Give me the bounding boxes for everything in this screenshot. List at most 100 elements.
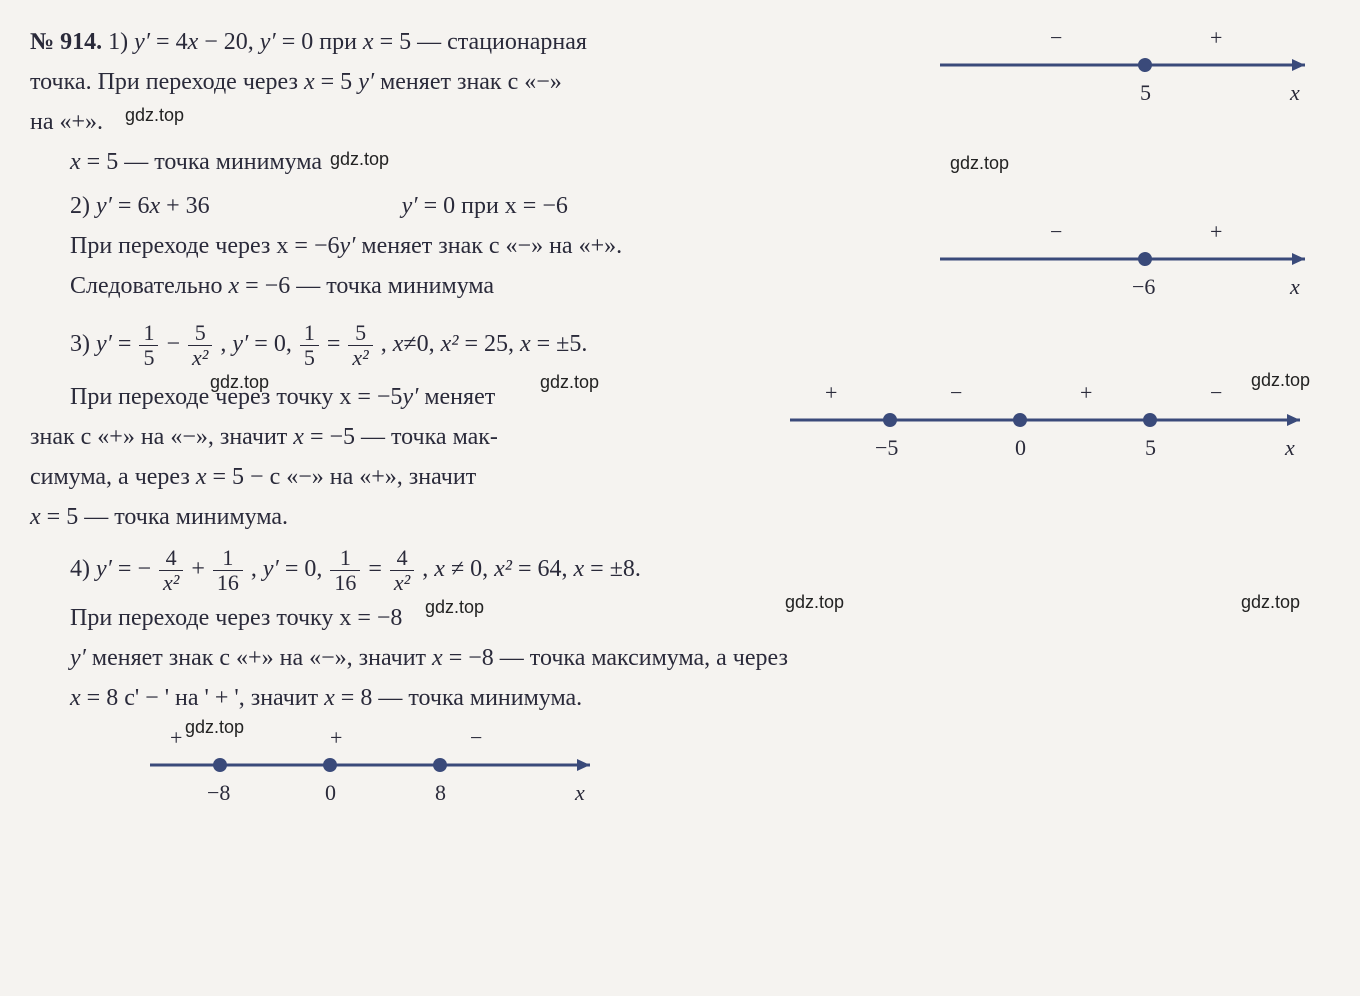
watermark: gdz.top [425, 588, 484, 628]
sym-yprime: y′ [70, 645, 86, 671]
sym-yprime: y′ [96, 193, 112, 219]
fraction: 15 [139, 321, 158, 370]
frac-num: 1 [330, 546, 360, 571]
fraction: 116 [213, 546, 243, 595]
frac-den: x² [348, 346, 372, 370]
frac-num: 1 [213, 546, 243, 571]
p3-text: 3) [70, 331, 96, 357]
point-label: 0 [325, 780, 336, 805]
fraction: 4x² [390, 546, 414, 595]
point-dot [1013, 413, 1027, 427]
sym-yprime: y′ [232, 331, 248, 357]
p1-text: меняет знак с «−» [374, 69, 562, 95]
sym-yprime: y′ [260, 29, 276, 55]
frac-den: x² [159, 571, 183, 595]
x-label: x [1289, 80, 1300, 105]
p3-text: = 5 — точка минимума. [41, 504, 288, 530]
sym-yprime: y′ [96, 556, 112, 582]
point-label: 5 [1145, 435, 1156, 460]
p3-text: = 0, [248, 331, 298, 357]
fraction: 5x² [348, 321, 372, 370]
sym-yprime: y′ [339, 233, 355, 259]
p1-text: на «+». [30, 109, 103, 135]
frac-den: x² [390, 571, 414, 595]
p2-text: меняет знак с «−» на «+». [355, 233, 622, 259]
sign-minus: − [1050, 219, 1062, 244]
p4-text: При переходе через точку x = −8 [70, 605, 402, 631]
part-1-row: № 914. 1) y′ = 4x − 20, y′ = 0 при x = 5… [30, 20, 1330, 184]
sym-x: x [149, 193, 160, 219]
sym-yprime: y′ [263, 556, 279, 582]
p1-text: = 0 при [276, 29, 363, 55]
arrow-head [1287, 414, 1300, 426]
frac-num: 1 [300, 321, 319, 346]
frac-num: 1 [139, 321, 158, 346]
p1-text: − 20, [198, 29, 260, 55]
number-line-3: + − + − −5 0 5 x [770, 375, 1330, 475]
watermark: gdz.top [125, 102, 184, 129]
sign: − [1210, 380, 1222, 405]
p1-text: точка. При переходе через [30, 69, 304, 95]
frac-den: 5 [139, 346, 158, 370]
p1-text: 1) [108, 29, 134, 55]
p1-text: = 5 — точка минимума [81, 149, 322, 175]
number-line-1: − + 5 x [910, 20, 1330, 120]
fraction: 15 [300, 321, 319, 370]
frac-num: 5 [348, 321, 372, 346]
arrow-head [577, 759, 590, 771]
p4-text: меняет знак с «+» на «−», значит [86, 645, 432, 671]
p4-text: = −8 — точка максимума, а через [443, 645, 788, 671]
p4-text: , [422, 556, 434, 582]
sym-x: x [70, 149, 81, 175]
part-1-diagram: − + 5 x gdz.top [910, 20, 1330, 177]
sym-yprime: y′ [134, 29, 150, 55]
sym-yprime: y′ [96, 331, 112, 357]
sym-x: x [393, 331, 404, 357]
p3-text: = −5 — точка мак- [304, 424, 498, 450]
sym-yprime: y′ [402, 384, 418, 410]
p2-text: + 36 [160, 193, 210, 219]
p4-text: ≠ 0, [445, 556, 494, 582]
watermark: gdz.top [210, 363, 269, 403]
point-label: −8 [207, 780, 230, 805]
p3-text: меняет [418, 384, 495, 410]
point-label: 5 [1140, 80, 1151, 105]
watermark: gdz.top [185, 714, 244, 741]
p4-text: 4) [70, 556, 96, 582]
frac-num: 4 [159, 546, 183, 571]
arrow-head [1292, 59, 1305, 71]
frac-den: 16 [213, 571, 243, 595]
sym-x: x [363, 29, 374, 55]
p4-text: = ±8. [584, 556, 641, 582]
fraction: 5x² [188, 321, 212, 370]
p4-text: + [191, 556, 211, 582]
fraction: 4x² [159, 546, 183, 595]
sign: + [1080, 380, 1092, 405]
point-dot [323, 758, 337, 772]
p4-text: = − [112, 556, 151, 582]
watermark: gdz.top [1241, 583, 1300, 623]
sym-x: x [30, 504, 41, 530]
sym-x: x [70, 685, 81, 711]
part-4: 4) y′ = − 4x² + 116 , y′ = 0, 116 = 4x² … [30, 543, 1330, 820]
p2-text: = 6 [112, 193, 150, 219]
point-label: −6 [1132, 274, 1155, 299]
p4-text: = 64, [512, 556, 574, 582]
part-3-text: При переходе через точку x = −5y′ меняет… [30, 375, 770, 539]
p3-text: = [112, 331, 138, 357]
frac-num: 4 [390, 546, 414, 571]
sign: + [825, 380, 837, 405]
point-label: 0 [1015, 435, 1026, 460]
sym-x: x [574, 556, 585, 582]
p4-text: = 8 — точка минимума. [335, 685, 582, 711]
p1-text: = 5 — стационарная [374, 29, 587, 55]
sym-x: x [188, 29, 199, 55]
p1-text: = 5 [315, 69, 359, 95]
p4-text: , [251, 556, 263, 582]
sign: + [170, 725, 182, 750]
p3-text: , [220, 331, 232, 357]
sym-x2: x² [494, 556, 512, 582]
sign-minus: − [1050, 25, 1062, 50]
point-dot [883, 413, 897, 427]
number-line-2: − + −6 x [910, 214, 1330, 314]
